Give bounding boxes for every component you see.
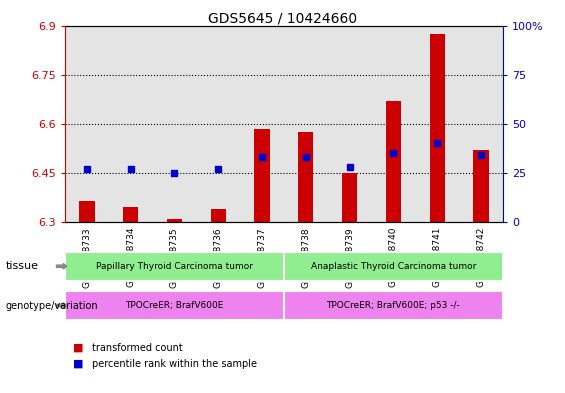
Text: tissue: tissue [6,261,38,271]
Bar [284,26,328,222]
Text: percentile rank within the sample: percentile rank within the sample [92,358,257,369]
Bar [372,26,415,222]
Text: Anaplastic Thyroid Carcinoma tumor: Anaplastic Thyroid Carcinoma tumor [311,262,476,271]
Text: ■: ■ [73,358,84,369]
Text: transformed count: transformed count [92,343,182,353]
Bar [254,129,270,222]
Text: genotype/variation: genotype/variation [6,301,98,310]
Bar [211,209,226,222]
Bar [108,26,153,222]
Bar [79,201,94,222]
Bar [123,208,138,222]
Bar [240,26,284,222]
Bar [197,26,240,222]
Bar [298,132,314,222]
Bar [167,219,182,222]
Bar [342,173,357,222]
Text: TPOCreER; BrafV600E; p53 -/-: TPOCreER; BrafV600E; p53 -/- [327,301,460,310]
Bar [386,101,401,222]
Bar [459,26,503,222]
Bar [415,26,459,222]
Text: GDS5645 / 10424660: GDS5645 / 10424660 [208,12,357,26]
Text: ■: ■ [73,343,84,353]
Bar [328,26,372,222]
Bar [153,26,197,222]
Bar [429,34,445,222]
Text: TPOCreER; BrafV600E: TPOCreER; BrafV600E [125,301,224,310]
Text: Papillary Thyroid Carcinoma tumor: Papillary Thyroid Carcinoma tumor [96,262,253,271]
Bar [65,26,109,222]
Bar [473,150,489,222]
